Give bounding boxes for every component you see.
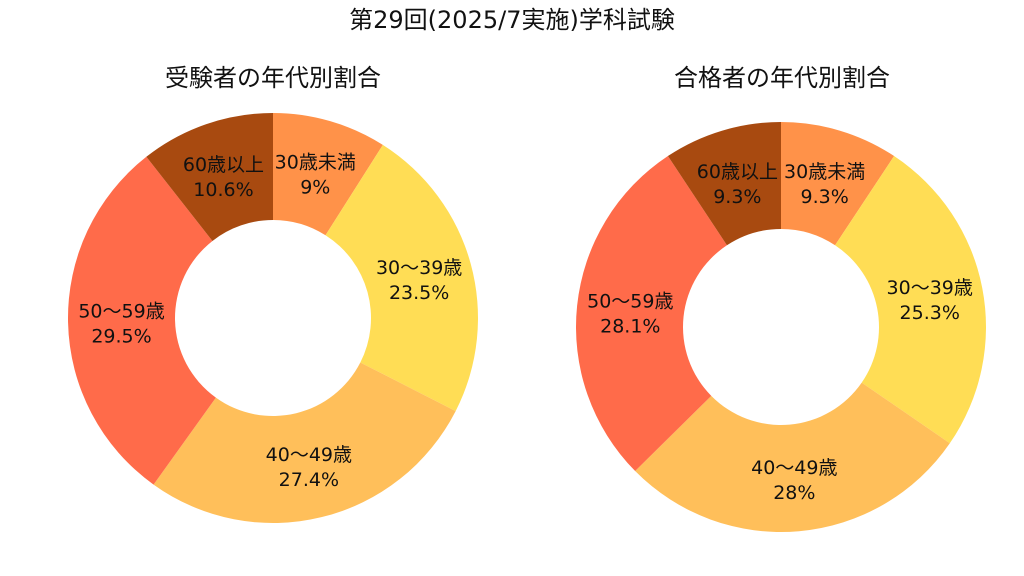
donut-slice bbox=[781, 122, 895, 246]
donut-slice bbox=[325, 144, 478, 412]
slice-category-label: 60歳以上 bbox=[697, 161, 778, 183]
slice-category-label: 40～49歳 bbox=[266, 444, 352, 466]
slice-value-label: 25.3% bbox=[900, 302, 960, 324]
slice-category-label: 30～39歳 bbox=[887, 277, 973, 299]
donut-slice bbox=[835, 156, 986, 444]
donut-slice bbox=[146, 113, 273, 241]
slice-value-label: 9% bbox=[300, 177, 330, 199]
slice-category-label: 30歳未満 bbox=[275, 152, 356, 174]
chart-title-applicants: 受験者の年代別割合 bbox=[165, 64, 381, 92]
donut-slice bbox=[667, 122, 781, 246]
slice-category-label: 50～59歳 bbox=[78, 300, 164, 322]
slice-value-label: 27.4% bbox=[279, 469, 339, 491]
donut-applicants: 30歳未満 9% 30～39歳 23.5% 40～49歳 27.4% 50～59歳 29.5%… bbox=[68, 113, 478, 523]
slice-value-label: 28.1% bbox=[600, 315, 660, 337]
donut-slice bbox=[273, 113, 383, 236]
donut-slice bbox=[635, 382, 950, 532]
slice-value-label: 10.6% bbox=[193, 179, 253, 201]
slice-value-label: 23.5% bbox=[389, 282, 449, 304]
donut-slice bbox=[68, 156, 216, 485]
slice-value-label: 29.5% bbox=[91, 325, 151, 347]
slice-category-label: 40～49歳 bbox=[751, 457, 837, 479]
donut-slice bbox=[576, 156, 727, 472]
slice-category-label: 30歳未満 bbox=[784, 161, 865, 183]
slice-category-label: 50～59歳 bbox=[587, 290, 673, 312]
slice-value-label: 9.3% bbox=[713, 186, 761, 208]
slice-value-label: 9.3% bbox=[800, 186, 848, 208]
slice-value-label: 28% bbox=[773, 482, 815, 504]
chart-title-passers: 合格者の年代別割合 bbox=[674, 64, 890, 92]
donut-slice bbox=[153, 362, 456, 523]
slice-category-label: 30～39歳 bbox=[376, 257, 462, 279]
figure-title: 第29回(2025/7実施)学科試験 bbox=[349, 6, 675, 34]
donut-passers: 30歳未満 9.3% 30～39歳 25.3% 40～49歳 28% 50～59歳 28.1%… bbox=[576, 122, 986, 532]
slice-category-label: 60歳以上 bbox=[183, 154, 264, 176]
